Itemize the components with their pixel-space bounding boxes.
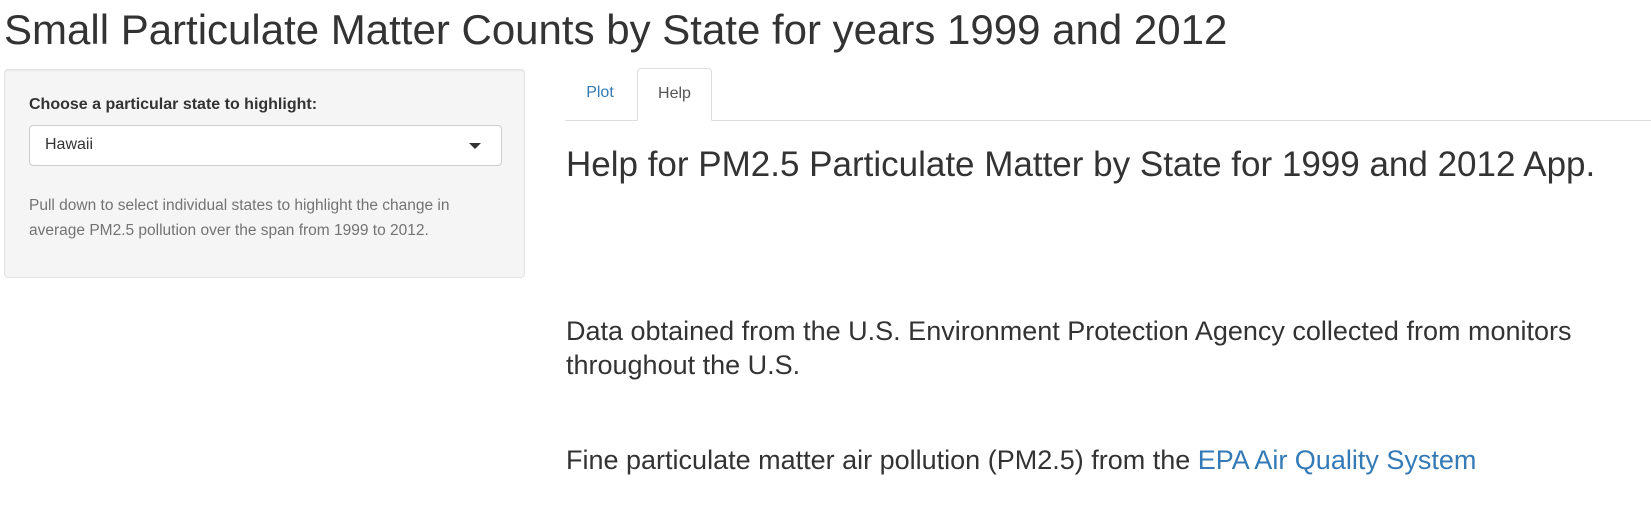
sidebar-panel: Choose a particular state to highlight: … — [4, 69, 525, 278]
help-heading: Help for PM2.5 Particulate Matter by Sta… — [566, 145, 1596, 184]
epa-air-quality-link[interactable]: EPA Air Quality System — [1197, 445, 1477, 475]
state-select-value: Hawaii — [45, 136, 94, 153]
caret-down-icon[interactable] — [469, 143, 481, 149]
pm25-source-paragraph: Fine particulate matter air pollution (P… — [566, 443, 1626, 477]
data-source-paragraph: Data obtained from the U.S. Environment … — [566, 316, 1572, 380]
tab-plot[interactable]: Plot — [586, 84, 614, 101]
state-select-label: Choose a particular state to highlight: — [29, 96, 318, 113]
sidebar-help-text: Pull down to select individual states to… — [29, 197, 450, 239]
page-title: Small Particulate Matter Counts by State… — [4, 6, 1228, 53]
tab-bar: Plot Help — [565, 68, 1651, 121]
pm25-source-text: Fine particulate matter air pollution (P… — [566, 445, 1198, 475]
state-select[interactable]: Hawaii — [29, 125, 502, 166]
tab-help[interactable]: Help — [637, 68, 712, 121]
